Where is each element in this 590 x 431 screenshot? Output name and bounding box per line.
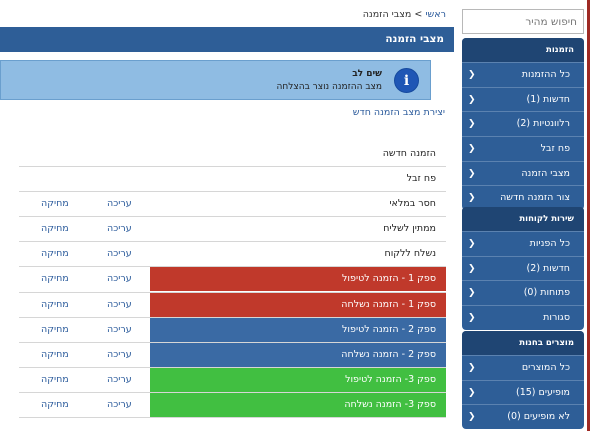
status-name: ספק 3- הזמנה נשלחה — [150, 392, 446, 417]
create-status-link[interactable]: יצירת מצב הזמנה חדש — [352, 107, 445, 118]
sidebar-edge-divider — [587, 0, 590, 431]
status-name: ספק 1 - הזמנה נשלחה — [150, 292, 446, 317]
sidebar-item-all-tickets[interactable]: כל הפניות ❮ — [462, 231, 584, 256]
info-icon: i — [394, 68, 419, 93]
chevron-left-icon: ❮ — [468, 119, 476, 130]
delete-link[interactable]: מחיקה — [41, 323, 69, 335]
status-name: ספק 2 - הזמנה לטיפול — [150, 317, 446, 342]
delete-link[interactable]: מחיקה — [41, 348, 69, 360]
sidebar-item-label: כל הפניות — [529, 238, 570, 249]
sidebar-item-label: כל המוצרים — [521, 362, 570, 373]
status-name: ספק 1 - הזמנה לטיפול — [150, 267, 446, 292]
chevron-left-icon: ❮ — [468, 70, 476, 80]
sidebar-item-label: מצבי הזמנה — [521, 167, 570, 179]
table-row: ספק 1 - הזמנה לטיפול עריכה מחיקה — [19, 267, 446, 293]
panel-header-customer-service: שירות לקוחות — [462, 207, 584, 231]
table-row: ספק 3- הזמנה נשלחה עריכה מחיקה — [19, 392, 446, 419]
sidebar: הזמנות כל ההזמנות ❮ חדשות (1) ❮ רלוונטיות … — [462, 0, 590, 431]
status-name: ספק 2 - הזמנה נשלחה — [150, 342, 446, 367]
sidebar-item-trash[interactable]: פח זבל ❮ — [462, 136, 584, 161]
table-row: ספק 2 - הזמנה לטיפול עריכה מחיקה — [19, 317, 446, 343]
edit-link[interactable]: עריכה — [107, 198, 132, 210]
table-row: פח זבל — [19, 167, 446, 193]
breadcrumb-home-link[interactable]: ראשי — [425, 9, 446, 20]
edit-link[interactable]: עריכה — [107, 323, 132, 335]
status-name: פח זבל — [406, 173, 436, 185]
sidebar-item-new-orders[interactable]: חדשות (1) ❮ — [462, 86, 584, 112]
alert-message: מצב ההזמנה נוצר בהצלחה — [276, 82, 382, 92]
status-name: חסר במלאי — [389, 198, 436, 210]
edit-link[interactable]: עריכה — [107, 248, 132, 260]
sidebar-item-open-tickets[interactable]: פתוחות (0) ❮ — [462, 280, 584, 305]
status-name: ספק 3- הזמנה לטיפול — [150, 367, 446, 392]
sidebar-item-label: רלוונטיות (2) — [516, 118, 570, 130]
table-row: ממתין לשליח עריכה מחיקה — [19, 217, 446, 243]
delete-link[interactable]: מחיקה — [41, 198, 69, 210]
delete-link[interactable]: מחיקה — [41, 248, 69, 260]
page-title: מצבי הזמנה — [0, 27, 454, 52]
delete-link[interactable]: מחיקה — [41, 373, 69, 385]
status-name: נשלח ללקוח — [384, 248, 437, 260]
chevron-left-icon: ❮ — [468, 94, 476, 105]
delete-link[interactable]: מחיקה — [41, 298, 69, 310]
panel-header-orders: הזמנות — [462, 38, 584, 62]
sidebar-item-create-order[interactable]: צור הזמנה חדשה ❮ — [462, 185, 584, 210]
chevron-left-icon: ❮ — [468, 263, 476, 274]
delete-link[interactable]: מחיקה — [41, 273, 69, 285]
status-name: הזמנה חדשה — [382, 148, 436, 159]
chevron-left-icon: ❮ — [468, 363, 476, 373]
edit-link[interactable]: עריכה — [107, 348, 132, 360]
sidebar-item-label: לא מופיעים (0) — [507, 411, 570, 423]
chevron-left-icon: ❮ — [468, 144, 476, 155]
sidebar-item-hidden-products[interactable]: לא מופיעים (0) ❮ — [462, 404, 584, 429]
table-row: נשלח ללקוח עריכה מחיקה — [19, 242, 446, 268]
sidebar-item-all-orders[interactable]: כל ההזמנות ❮ — [462, 62, 584, 87]
chevron-left-icon: ❮ — [468, 313, 476, 324]
table-row: ספק 3- הזמנה לטיפול עריכה מחיקה — [19, 367, 446, 393]
table-row: ספק 2 - הזמנה נשלחה עריכה מחיקה — [19, 342, 446, 368]
sidebar-item-label: חדשות (2) — [526, 262, 570, 274]
table-row: חסר במלאי עריכה מחיקה — [19, 192, 446, 218]
order-status-table: הזמנה חדשה פח זבל חסר במלאי עריכה מחיקה ממתין… — [19, 142, 446, 419]
table-row: ספק 1 - הזמנה נשלחה עריכה מחיקה — [19, 292, 446, 318]
sidebar-item-label: מופיעים (15) — [515, 386, 570, 398]
products-panel: מוצרים בחנות כל המוצרים ❮ מופיעים (15) ❮ ל… — [462, 331, 584, 430]
delete-link[interactable]: מחיקה — [41, 223, 69, 235]
chevron-left-icon: ❮ — [468, 387, 476, 398]
panel-header-products: מוצרים בחנות — [462, 331, 584, 355]
table-row: הזמנה חדשה — [19, 142, 446, 168]
breadcrumb-separator: > — [414, 9, 423, 20]
delete-link[interactable]: מחיקה — [41, 398, 69, 410]
edit-link[interactable]: עריכה — [107, 273, 132, 285]
orders-panel: הזמנות כל ההזמנות ❮ חדשות (1) ❮ רלוונטיות … — [462, 38, 584, 211]
chevron-left-icon: ❮ — [468, 168, 476, 179]
search-input[interactable] — [462, 9, 584, 34]
sidebar-item-label: חדשות (1) — [526, 93, 570, 105]
sidebar-item-all-products[interactable]: כל המוצרים ❮ — [462, 355, 584, 380]
success-alert: i שים לב מצב ההזמנה נוצר בהצלחה — [0, 60, 431, 100]
breadcrumb-current: מצבי הזמנה — [362, 9, 412, 20]
sidebar-item-label: פתוחות (0) — [523, 287, 570, 299]
chevron-left-icon: ❮ — [468, 412, 476, 423]
status-name: ממתין לשליח — [383, 223, 436, 235]
edit-link[interactable]: עריכה — [107, 298, 132, 310]
alert-title: שים לב — [352, 69, 382, 79]
sidebar-item-label: פח זבל — [540, 143, 570, 155]
edit-link[interactable]: עריכה — [107, 223, 132, 235]
sidebar-item-closed-tickets[interactable]: סגורות ❮ — [462, 305, 584, 330]
chevron-left-icon: ❮ — [468, 193, 476, 204]
chevron-left-icon: ❮ — [468, 288, 476, 299]
sidebar-item-relevant-orders[interactable]: רלוונטיות (2) ❮ — [462, 111, 584, 136]
chevron-left-icon: ❮ — [468, 239, 476, 249]
sidebar-item-label: כל ההזמנות — [521, 69, 570, 80]
customer-service-panel: שירות לקוחות כל הפניות ❮ חדשות (2) ❮ פתוחו… — [462, 207, 584, 330]
sidebar-item-visible-products[interactable]: מופיעים (15) ❮ — [462, 379, 584, 405]
sidebar-item-order-statuses[interactable]: מצבי הזמנה ❮ — [462, 160, 584, 186]
edit-link[interactable]: עריכה — [107, 398, 132, 410]
edit-link[interactable]: עריכה — [107, 373, 132, 385]
sidebar-item-label: צור הזמנה חדשה — [500, 192, 570, 204]
sidebar-item-new-tickets[interactable]: חדשות (2) ❮ — [462, 255, 584, 281]
breadcrumb: ראשי > מצבי הזמנה — [363, 9, 446, 20]
sidebar-item-label: סגורות — [543, 312, 570, 324]
